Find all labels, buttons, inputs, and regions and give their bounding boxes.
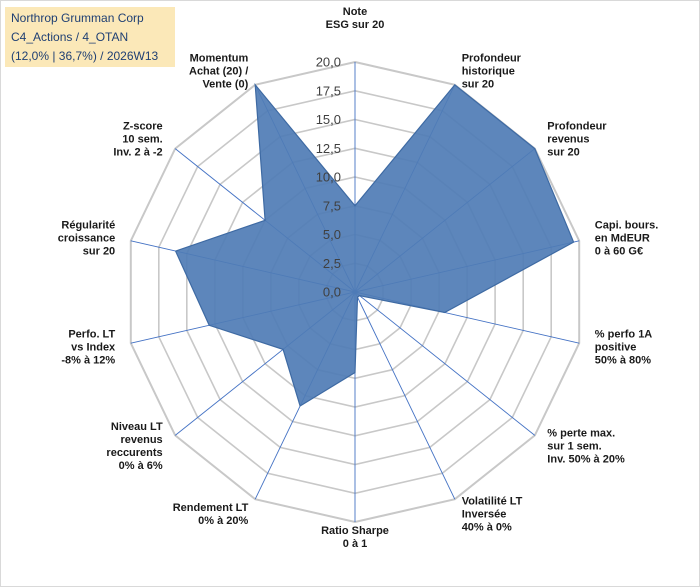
axis-label-line: Inv. 2 à -2 <box>113 147 162 159</box>
axis-label-line: reccurents <box>106 447 162 459</box>
tick-label: 20,0 <box>316 55 341 70</box>
chart-title-company: Northrop Grumman Corp <box>11 9 175 28</box>
axis-label-line: Régularité <box>61 219 115 231</box>
chart-title-category: C4_Actions / 4_OTAN <box>11 28 175 47</box>
axis-label-line: Ratio Sharpe <box>321 525 389 537</box>
axis-label-line: Inv. 50% à 20% <box>547 453 625 465</box>
axis-label-line: 0 à 60 G€ <box>595 245 643 257</box>
axis-label-line: Note <box>343 6 367 18</box>
tick-label: 10,0 <box>316 170 341 185</box>
axis-label-line: sur 20 <box>547 147 579 159</box>
axis-label: Z-score 10 sem. Inv. 2 à -2 <box>113 121 162 159</box>
axis-label-line: Profondeur <box>462 52 522 64</box>
chart-title-stats: (12,0% | 36,7%) / 2026W13 <box>11 47 175 66</box>
axis-label: Volatilité LT Inversée 40% à 0% <box>462 496 523 534</box>
axis-label: Rendement LT 0% à 20% <box>173 502 249 527</box>
axis-label-line: % perte max. <box>547 427 615 439</box>
chart-title-box: Northrop Grumman Corp C4_Actions / 4_OTA… <box>5 7 175 67</box>
axis-label: Momentum Achat (20) / Vente (0) <box>189 52 249 90</box>
axis-label: Régularité croissance sur 20 <box>58 219 115 257</box>
axis-label-line: -8% à 12% <box>61 355 115 367</box>
tick-label: 7,5 <box>323 198 341 213</box>
axis-label-line: Rendement LT <box>173 502 249 514</box>
axis-label-line: 50% à 80% <box>595 355 651 367</box>
axis-label-line: Perfo. LT <box>68 329 115 341</box>
axis-label-line: Profondeur <box>547 121 607 133</box>
axis-label-line: Niveau LT <box>111 421 163 433</box>
tick-label: 2,5 <box>323 256 341 271</box>
axis-label-line: Z-score <box>123 121 163 133</box>
axis-label-line: Inversée <box>462 509 507 521</box>
chart-frame: 0,0 2,5 5,0 7,5 10,0 12,5 15,0 17,5 20,0 Note ESG… <box>0 0 700 587</box>
axis-label: Niveau LT revenus reccurents 0% à 6% <box>106 421 163 472</box>
axis-label-line: historique <box>462 65 515 77</box>
axis-label-line: Vente (0) <box>202 78 248 90</box>
axis-label: Profondeur historique sur 20 <box>462 52 522 90</box>
tick-label: 17,5 <box>316 83 341 98</box>
axis-label-line: sur 1 sem. <box>547 440 601 452</box>
axis-label-line: 0% à 6% <box>119 460 163 472</box>
axis-label-line: Achat (20) / <box>189 65 248 77</box>
axis-label-line: 0% à 20% <box>198 515 248 527</box>
axis-label-line: en MdEUR <box>595 232 650 244</box>
axis-label-line: % perfo 1A <box>595 329 653 341</box>
tick-label: 12,5 <box>316 141 341 156</box>
axis-label: Ratio Sharpe 0 à 1 <box>321 525 389 550</box>
axis-label-line: 0 à 1 <box>343 538 367 550</box>
axis-label-line: revenus <box>120 434 162 446</box>
axis-label: Note ESG sur 20 <box>326 6 385 31</box>
tick-label: 15,0 <box>316 112 341 127</box>
axis-label-line: Momentum <box>190 52 249 64</box>
axis-label: Profondeur revenus sur 20 <box>547 121 607 159</box>
axis-label-line: positive <box>595 342 637 354</box>
axis-label: % perfo 1A positive 50% à 80% <box>595 329 653 367</box>
axis-label-line: croissance <box>58 232 115 244</box>
axis-label: Capi. bours. en MdEUR 0 à 60 G€ <box>595 219 659 257</box>
axis-label-line: Capi. bours. <box>595 219 659 231</box>
series-area <box>176 85 574 406</box>
axis-label-line: sur 20 <box>462 78 494 90</box>
axis-spoke <box>355 292 455 499</box>
axis-label-line: revenus <box>547 134 589 146</box>
axis-label: % perte max. sur 1 sem. Inv. 50% à 20% <box>547 427 625 465</box>
axis-label-line: sur 20 <box>83 245 115 257</box>
axis-label-line: Volatilité LT <box>462 496 523 508</box>
axis-label: Perfo. LT vs Index -8% à 12% <box>61 329 116 367</box>
tick-label: 0,0 <box>323 285 341 300</box>
tick-label: 5,0 <box>323 227 341 242</box>
axis-label-line: vs Index <box>71 342 116 354</box>
axis-label-line: ESG sur 20 <box>326 19 385 31</box>
axis-label-line: 10 sem. <box>122 134 162 146</box>
radar-chart: 0,0 2,5 5,0 7,5 10,0 12,5 15,0 17,5 20,0 Note ESG… <box>1 1 700 588</box>
axis-label-line: 40% à 0% <box>462 522 512 534</box>
